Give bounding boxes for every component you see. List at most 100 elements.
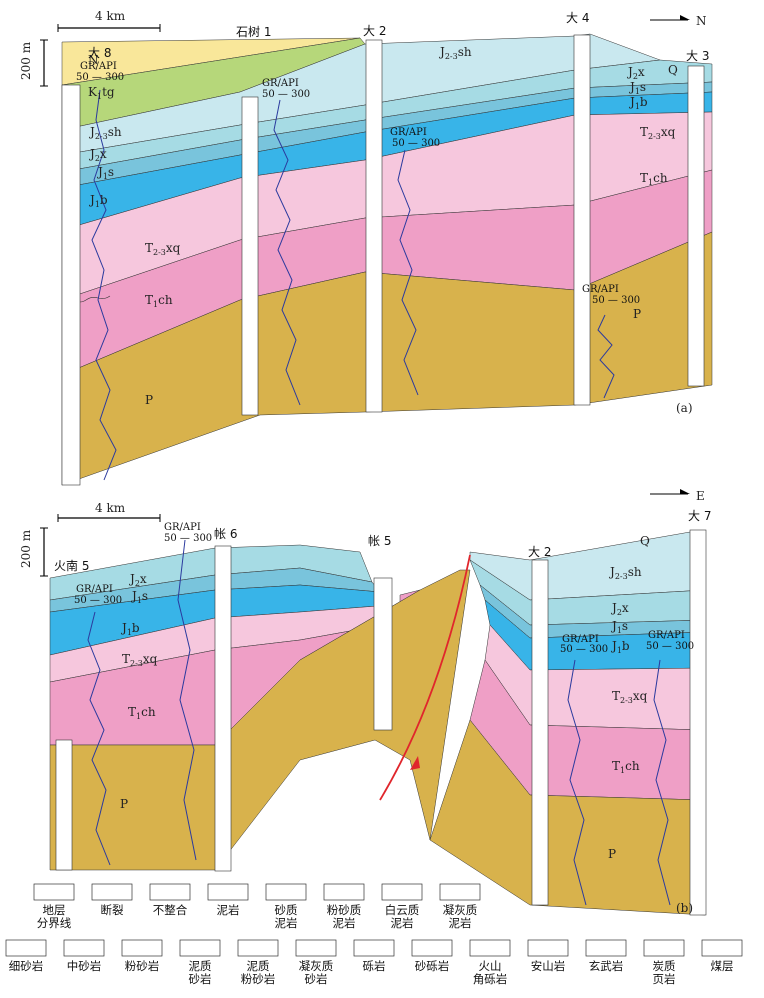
svg-text:P: P [608,847,616,861]
legend-label: 地层 [43,903,66,917]
panel-b-hscale: 4 km [95,501,126,515]
legend-label: 砂质 [275,903,298,917]
gr-range-b3: 50 — 300 [560,644,608,655]
well-name-da2: 大 2 [363,24,386,38]
gr-range-a1: 50 — 300 [76,72,124,83]
svg-text:J2x: J2x [610,601,629,617]
legend-item-row2-0: 细砂岩 [5,939,47,973]
svg-text:T1ch: T1ch [128,705,156,721]
svg-text:K1tg: K1tg [88,85,115,101]
panel-a-vscale: 200 m [19,41,33,80]
legend-item-row2-7: 砂砾岩 [411,939,453,973]
svg-text:Q: Q [640,534,650,548]
north-label: N [696,14,707,28]
legend-label: 泥岩 [275,916,298,930]
svg-text:T1ch: T1ch [145,293,173,309]
well-column-da8 [61,84,81,486]
svg-text:J1s: J1s [628,80,646,96]
well-column-da3 [687,65,705,387]
legend-label: 泥质 [189,959,212,973]
well-name-zhang5: 帐 5 [368,533,391,548]
well-column-zhang5 [373,577,393,731]
svg-text:T2-3xq: T2-3xq [122,652,158,668]
legend-label: 泥岩 [391,916,414,930]
legend-item-row2-10: 玄武岩 [585,939,627,973]
legend-label: 泥岩 [217,903,240,917]
gr-header-a3: GR/API [390,127,427,138]
legend-label: 玄武岩 [589,959,624,973]
well-column-huonan5 [55,739,73,871]
legend-label: 粉砂岩 [125,959,160,973]
legend-item-row1-2: 不整合 [149,883,191,917]
well-column-shishu1 [241,96,259,416]
legend-label: 凝灰质 [299,959,334,973]
layer-P-a [61,231,713,486]
svg-text:P: P [633,307,641,321]
well-name-da3: 大 3 [686,49,709,63]
legend-label: 砂砾岩 [415,959,450,973]
legend-item-row2-2: 粉砂岩 [121,939,163,973]
gr-range-a4: 50 — 300 [592,295,640,306]
well-column-da4 [573,34,591,406]
svg-text:P: P [120,797,128,811]
legend-label: 泥岩 [449,916,472,930]
legend-label: 分界线 [37,916,72,930]
well-name-da2b: 大 2 [528,545,551,559]
panel-a-tag: (a) [676,401,693,415]
legend-label: 粉砂质 [327,903,362,917]
svg-text:J1b: J1b [88,193,108,209]
gr-range-a3: 50 — 300 [392,138,440,149]
legend-item-row2-9: 安山岩 [527,939,569,973]
gr-header-b4: GR/API [648,630,685,641]
svg-text:T1ch: T1ch [612,759,640,775]
well-name-da4: 大 4 [566,11,589,25]
gr-header-a4: GR/API [582,284,619,295]
legend-item-row1-1: 断裂 [91,883,133,917]
svg-text:J1b: J1b [610,639,630,655]
legend-label: 凝灰质 [443,903,478,917]
panel-b-vscale: 200 m [19,529,33,568]
fault-line [379,554,471,801]
legend-item-row2-12: 煤层 [701,939,743,973]
svg-text:J1s: J1s [130,589,148,605]
legend-label: 砂岩 [189,972,212,986]
well-column-da2-b [531,559,549,906]
well-column-zhang6 [214,545,232,872]
well-column-da2-a [365,39,383,413]
svg-text:J2x: J2x [88,147,107,163]
legend-label: 粉砂岩 [241,972,276,986]
legend-item-row1-3: 泥岩 [207,883,249,917]
svg-text:T2-3xq: T2-3xq [640,125,676,141]
svg-text:J2x: J2x [626,65,645,81]
svg-text:J2x: J2x [128,572,147,588]
gr-range-b1: 50 — 300 [164,533,212,544]
legend-item-row2-1: 中砂岩 [63,939,105,973]
legend-label: 炭质 [653,959,676,973]
legend-label: 安山岩 [531,959,566,973]
legend-label: 不整合 [153,903,188,917]
legend-item-row2-6: 砾岩 [353,939,395,973]
well-name-da8: 大 8 [88,46,111,60]
svg-text:J1s: J1s [96,165,114,181]
panel-a-hscale: 4 km [95,9,126,23]
svg-text:Q: Q [668,63,678,77]
well-name-shishu1: 石树 1 [236,24,271,39]
east-label: E [696,489,705,503]
gr-range-b4: 50 — 300 [646,641,694,652]
legend-label: 泥岩 [333,916,356,930]
legend-label: 断裂 [101,903,124,917]
panel-b-tag: (b) [676,901,693,915]
legend-label: 细砂岩 [9,959,44,973]
legend-label: 白云质 [385,903,420,917]
svg-text:J1s: J1s [610,619,628,635]
